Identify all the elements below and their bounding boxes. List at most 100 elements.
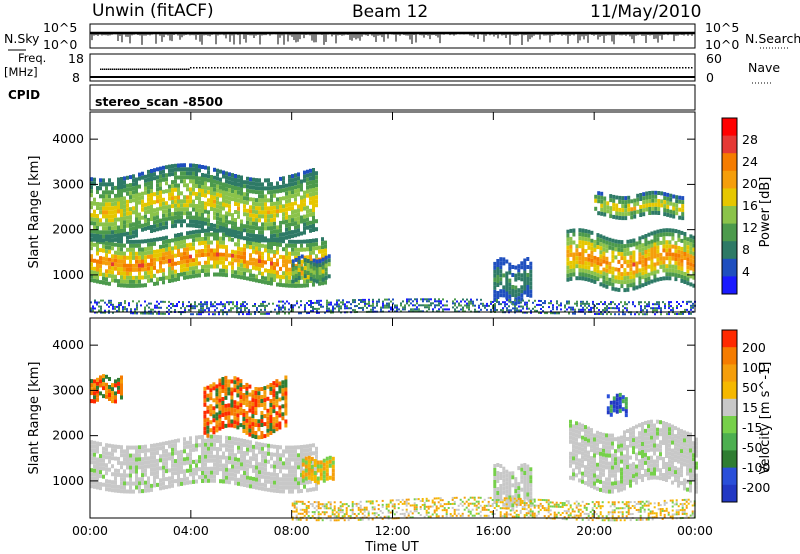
heatmap-cell [312, 188, 315, 192]
freq-sample [349, 67, 351, 69]
heatmap-cell [683, 244, 687, 248]
heatmap-cell [300, 219, 303, 224]
heatmap-cell [285, 231, 288, 236]
heatmap-cell [321, 237, 324, 242]
heatmap-cell [255, 461, 258, 466]
heatmap-cell [105, 269, 108, 274]
heatmap-cell [542, 310, 544, 312]
heatmap-cell [364, 304, 366, 307]
heatmap-cell [200, 313, 202, 316]
heatmap-cell [300, 239, 303, 244]
heatmap-cell [108, 222, 111, 227]
heatmap-cell [132, 263, 135, 268]
heatmap-cell [294, 247, 297, 252]
heatmap-cell [180, 252, 183, 257]
heatmap-cell [168, 275, 171, 279]
heatmap-cell [552, 308, 554, 311]
freq-sample [132, 68, 134, 70]
heatmap-cell [158, 306, 160, 309]
heatmap-cell [198, 220, 201, 225]
heatmap-cell [635, 265, 639, 270]
heatmap-cell [209, 404, 213, 409]
heatmap-cell [284, 306, 286, 309]
heatmap-cell [147, 254, 150, 259]
heatmap-cell [189, 187, 192, 192]
heatmap-cell [309, 451, 312, 456]
heatmap-cell [505, 275, 509, 280]
heatmap-cell [228, 208, 231, 213]
heatmap-cell [156, 446, 159, 451]
heatmap-cell [243, 204, 246, 209]
heatmap-cell [102, 230, 105, 235]
heatmap-cell [312, 308, 314, 310]
heatmap-cell [326, 305, 328, 308]
freq-sample [110, 68, 112, 70]
heatmap-cell [645, 191, 649, 196]
heatmap-cell [141, 203, 144, 208]
heatmap-cell [162, 256, 165, 261]
freq-sample [478, 67, 480, 69]
heatmap-cell [662, 301, 664, 304]
heatmap-cell [234, 254, 237, 259]
heatmap-cell [493, 277, 497, 282]
heatmap-cell [262, 300, 264, 303]
heatmap-cell [350, 303, 352, 306]
heatmap-cell [620, 244, 624, 249]
heatmap-cell [105, 273, 108, 278]
heatmap-cell [117, 468, 120, 473]
heatmap-cell [90, 480, 93, 485]
heatmap-cell [120, 387, 123, 392]
heatmap-cell [255, 178, 258, 183]
heatmap-cell [660, 191, 664, 196]
heatmap-cell [180, 232, 183, 237]
heatmap-cell [644, 250, 648, 254]
heatmap-cell [692, 259, 696, 264]
heatmap-cell [587, 261, 591, 266]
heatmap-cell [198, 192, 201, 197]
heatmap-cell [171, 168, 174, 173]
heatmap-cell [111, 202, 114, 207]
heatmap-cell [186, 468, 189, 473]
heatmap-cell [620, 240, 624, 245]
heatmap-cell [624, 196, 628, 201]
heatmap-cell [108, 182, 111, 187]
heatmap-cell [584, 273, 588, 278]
heatmap-cell [568, 312, 570, 315]
heatmap-cell [222, 240, 225, 245]
freq-sample [400, 67, 402, 69]
heatmap-cell [129, 235, 132, 240]
heatmap-cell [234, 218, 237, 222]
heatmap-cell [177, 199, 180, 204]
heatmap-cell [138, 275, 141, 280]
heatmap-cell [240, 303, 242, 306]
heatmap-cell [276, 205, 279, 210]
heatmap-cell [660, 199, 664, 204]
heatmap-cell [225, 175, 228, 180]
freq-sample [484, 67, 486, 69]
heatmap-cell [189, 258, 192, 263]
heatmap-cell [324, 263, 328, 268]
heatmap-cell [159, 202, 162, 207]
heatmap-cell [663, 212, 667, 217]
heatmap-cell [249, 213, 252, 218]
heatmap-cell [300, 453, 303, 457]
heatmap-cell [656, 261, 660, 266]
heatmap-cell [144, 186, 147, 191]
heatmap-cell [123, 232, 126, 237]
heatmap-cell [206, 303, 208, 306]
heatmap-cell [124, 300, 126, 303]
heatmap-cell [264, 206, 267, 211]
heatmap-cell [204, 185, 207, 190]
heatmap-cell [213, 260, 216, 265]
heatmap-cell [499, 277, 503, 282]
freq-sample [310, 67, 312, 69]
heatmap-cell [198, 229, 201, 234]
heatmap-cell [529, 289, 533, 294]
heatmap-cell [246, 268, 249, 273]
heatmap-cell [310, 306, 312, 308]
heatmap-cell [237, 234, 240, 239]
freq-sample [502, 67, 504, 69]
heatmap-cell [258, 238, 261, 243]
heatmap-cell [255, 278, 258, 283]
heatmap-cell [297, 283, 300, 288]
